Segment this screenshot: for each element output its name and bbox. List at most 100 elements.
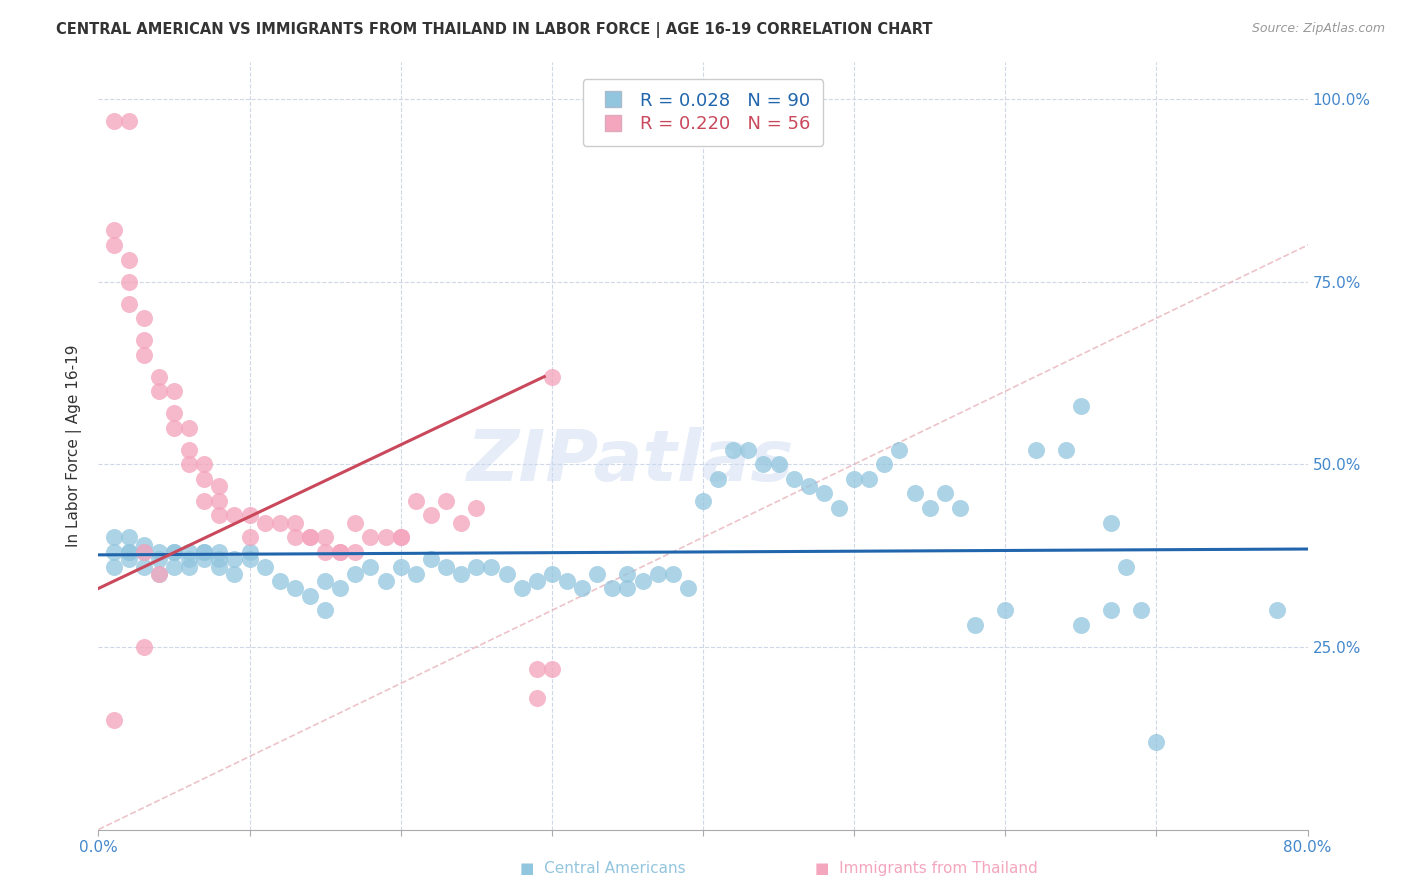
Point: [179, 421, 201, 435]
Point: [314, 574, 336, 589]
Point: [103, 223, 125, 237]
Point: [118, 545, 141, 559]
Point: [148, 384, 170, 399]
Point: [676, 582, 699, 596]
Point: [858, 472, 880, 486]
Point: [737, 442, 759, 457]
Text: ■  Central Americans: ■ Central Americans: [520, 861, 686, 876]
Point: [873, 457, 896, 471]
Point: [208, 552, 231, 566]
Point: [389, 559, 412, 574]
Point: [148, 566, 170, 581]
Point: [768, 457, 790, 471]
Point: [707, 472, 730, 486]
Point: [118, 552, 141, 566]
Point: [179, 552, 201, 566]
Point: [299, 530, 322, 544]
Point: [329, 582, 352, 596]
Point: [148, 566, 170, 581]
Point: [163, 545, 186, 559]
Point: [360, 530, 382, 544]
Point: [450, 516, 472, 530]
Point: [344, 516, 367, 530]
Point: [208, 493, 231, 508]
Point: [1267, 603, 1289, 617]
Point: [1099, 603, 1122, 617]
Point: [163, 421, 186, 435]
Point: [269, 516, 291, 530]
Point: [797, 479, 820, 493]
Point: [918, 501, 941, 516]
Point: [132, 640, 155, 654]
Point: [148, 545, 170, 559]
Point: [193, 472, 215, 486]
Point: [103, 238, 125, 252]
Point: [208, 559, 231, 574]
Point: [752, 457, 775, 471]
Point: [239, 530, 262, 544]
Point: [163, 384, 186, 399]
Point: [631, 574, 654, 589]
Point: [239, 552, 262, 566]
Point: [1070, 618, 1092, 632]
Point: [540, 566, 562, 581]
Point: [828, 501, 851, 516]
Point: [224, 508, 246, 523]
Point: [374, 574, 396, 589]
Point: [661, 566, 683, 581]
Point: [193, 552, 215, 566]
Point: [179, 559, 201, 574]
Point: [179, 457, 201, 471]
Text: Source: ZipAtlas.com: Source: ZipAtlas.com: [1251, 22, 1385, 36]
Text: CENTRAL AMERICAN VS IMMIGRANTS FROM THAILAND IN LABOR FORCE | AGE 16-19 CORRELAT: CENTRAL AMERICAN VS IMMIGRANTS FROM THAI…: [56, 22, 932, 38]
Point: [1115, 559, 1137, 574]
Point: [526, 691, 548, 706]
Point: [526, 574, 548, 589]
Point: [360, 559, 382, 574]
Point: [193, 457, 215, 471]
Point: [132, 311, 155, 326]
Point: [510, 582, 533, 596]
Point: [540, 662, 562, 676]
Point: [405, 493, 427, 508]
Point: [314, 545, 336, 559]
Point: [374, 530, 396, 544]
Point: [193, 545, 215, 559]
Point: [193, 545, 215, 559]
Point: [103, 545, 125, 559]
Point: [934, 486, 956, 500]
Point: [253, 559, 276, 574]
Point: [132, 559, 155, 574]
Point: [405, 566, 427, 581]
Point: [692, 493, 714, 508]
Point: [813, 486, 835, 500]
Point: [965, 618, 987, 632]
Point: [224, 552, 246, 566]
Point: [148, 552, 170, 566]
Point: [1054, 442, 1077, 457]
Text: ZIPatlas: ZIPatlas: [467, 427, 794, 496]
Point: [118, 530, 141, 544]
Point: [103, 559, 125, 574]
Point: [239, 508, 262, 523]
Point: [465, 559, 488, 574]
Point: [163, 559, 186, 574]
Point: [555, 574, 578, 589]
Point: [540, 369, 562, 384]
Point: [208, 508, 231, 523]
Point: [329, 545, 352, 559]
Point: [118, 114, 141, 128]
Point: [253, 516, 276, 530]
Point: [571, 582, 593, 596]
Point: [889, 442, 911, 457]
Point: [179, 545, 201, 559]
Point: [1070, 399, 1092, 413]
Point: [224, 566, 246, 581]
Point: [723, 442, 745, 457]
Point: [420, 552, 443, 566]
Legend: R = 0.028   N = 90, R = 0.220   N = 56: R = 0.028 N = 90, R = 0.220 N = 56: [582, 79, 824, 145]
Point: [344, 545, 367, 559]
Point: [299, 589, 322, 603]
Point: [586, 566, 609, 581]
Point: [481, 559, 503, 574]
